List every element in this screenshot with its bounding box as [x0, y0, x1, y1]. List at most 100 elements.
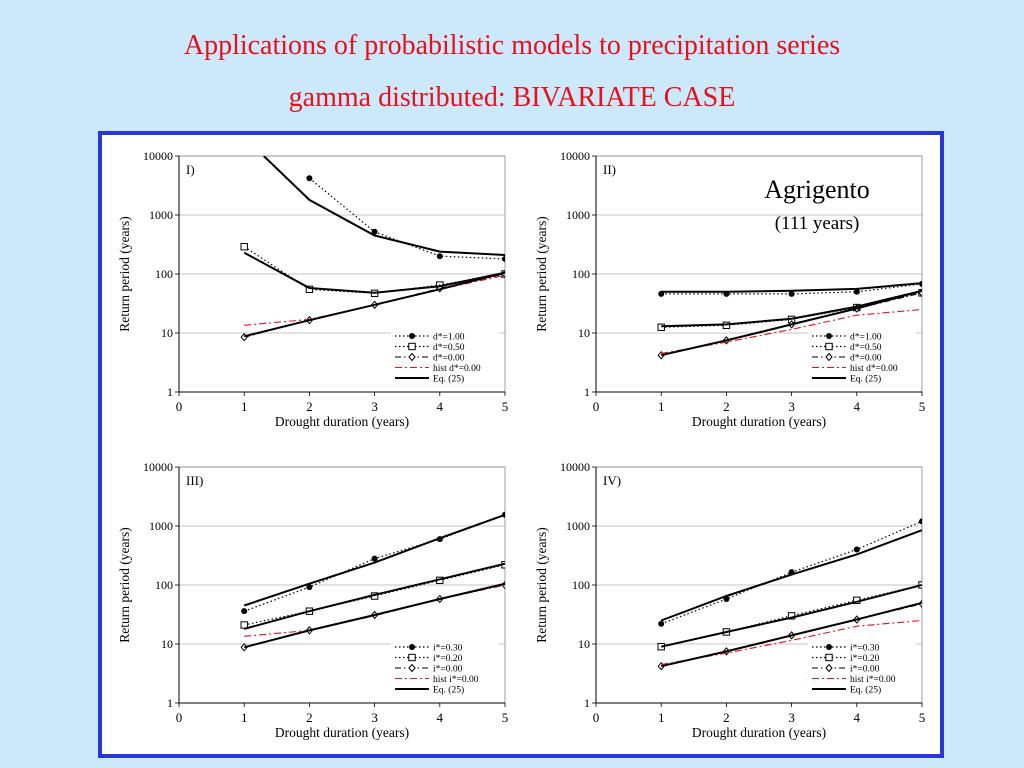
y-tick-label: 1: [584, 385, 590, 399]
y-axis-label: Return period (years): [117, 527, 132, 642]
legend-label: i*=0.20: [433, 654, 463, 664]
legend-label: i*=0.20: [850, 654, 880, 664]
data-point: [825, 352, 833, 362]
series-line: [243, 513, 505, 607]
x-tick-label: 0: [176, 399, 183, 414]
data-point: [788, 290, 795, 297]
y-tick-label: 10: [161, 326, 173, 340]
x-tick-label: 1: [241, 399, 248, 414]
x-axis-label: Drought duration (years): [275, 725, 409, 740]
x-axis-label: Drought duration (years): [275, 414, 409, 429]
data-point: [409, 644, 415, 650]
slide-title-line-1: Applications of probabilistic models to …: [183, 30, 841, 61]
panel-label: II): [603, 162, 616, 177]
x-tick-label: 0: [593, 710, 600, 725]
data-point: [436, 253, 443, 260]
data-point: [306, 584, 313, 591]
y-tick-label: 1000: [566, 519, 590, 533]
legend-label: d*=1.00: [850, 333, 882, 343]
legend-label: hist d*=0.00: [850, 364, 898, 374]
x-tick-label: 4: [854, 710, 861, 725]
series-line: [263, 156, 505, 256]
series-group: [240, 511, 505, 652]
data-point: [853, 546, 860, 553]
y-tick-label: 1000: [149, 519, 173, 533]
legend-label: Eq. (25): [850, 685, 881, 696]
data-point: [240, 332, 248, 342]
series-line: [243, 582, 505, 649]
x-tick-label: 5: [919, 710, 926, 725]
x-tick-label: 2: [306, 710, 313, 725]
legend-label: hist i*=0.00: [433, 675, 479, 685]
legend-label: d*=0.00: [850, 354, 882, 364]
y-tick-label: 1: [584, 696, 590, 710]
x-tick-label: 2: [306, 399, 313, 414]
data-point: [240, 621, 248, 629]
legend-label: d*=0.00: [433, 354, 465, 364]
x-tick-label: 4: [437, 399, 444, 414]
y-tick-label: 10000: [560, 460, 590, 474]
legend-label: Eq. (25): [433, 685, 464, 696]
y-tick-label: 1: [167, 696, 173, 710]
y-tick-label: 10000: [143, 149, 173, 163]
data-point: [502, 255, 505, 262]
y-tick-label: 10000: [560, 149, 590, 163]
data-point: [241, 608, 248, 615]
x-tick-label: 2: [723, 399, 730, 414]
y-tick-label: 100: [572, 267, 590, 281]
x-tick-label: 2: [723, 710, 730, 725]
series-line: [243, 251, 505, 294]
legend-label: hist d*=0.00: [433, 364, 481, 374]
legend-label: Eq. (25): [433, 374, 464, 385]
data-point: [408, 663, 416, 673]
y-axis-label: Return period (years): [534, 527, 549, 642]
data-point: [919, 518, 922, 525]
x-tick-label: 0: [593, 399, 600, 414]
series-line: [243, 562, 505, 630]
legend-label: d*=0.50: [433, 343, 465, 353]
series-line: [660, 601, 922, 668]
x-tick-label: 1: [241, 710, 248, 725]
data-point: [408, 653, 416, 662]
y-tick-label: 10000: [143, 460, 173, 474]
y-tick-label: 1000: [149, 208, 173, 222]
data-point: [408, 352, 416, 362]
y-tick-label: 10: [161, 637, 173, 651]
series-line: [661, 289, 922, 328]
x-tick-label: 4: [437, 710, 444, 725]
legend-label: i*=0.00: [433, 665, 463, 675]
data-point: [240, 243, 248, 251]
series-line: [243, 271, 505, 338]
data-point: [825, 663, 833, 673]
x-tick-label: 5: [502, 399, 509, 414]
panel-label: III): [186, 473, 203, 488]
panel-label: I): [186, 162, 195, 177]
series-line: [244, 564, 505, 626]
legend-label: i*=0.00: [850, 665, 880, 675]
series-line: [660, 584, 922, 648]
y-tick-label: 100: [572, 578, 590, 592]
series-line: [661, 619, 922, 666]
data-point: [825, 342, 833, 351]
series-group: [657, 280, 922, 360]
y-tick-label: 10: [578, 326, 590, 340]
legend-label: d*=1.00: [433, 333, 465, 343]
x-tick-label: 1: [658, 710, 665, 725]
location-years: (111 years): [774, 213, 860, 234]
data-point: [825, 653, 833, 662]
series-line: [661, 308, 922, 355]
x-tick-label: 3: [788, 399, 795, 414]
series-group: [240, 156, 505, 342]
data-point: [371, 228, 378, 235]
x-tick-label: 4: [854, 399, 861, 414]
data-point: [409, 333, 415, 339]
location-name: Agrigento: [764, 175, 870, 204]
x-axis-label: Drought duration (years): [692, 725, 826, 740]
data-point: [408, 342, 416, 351]
x-tick-label: 5: [502, 710, 509, 725]
